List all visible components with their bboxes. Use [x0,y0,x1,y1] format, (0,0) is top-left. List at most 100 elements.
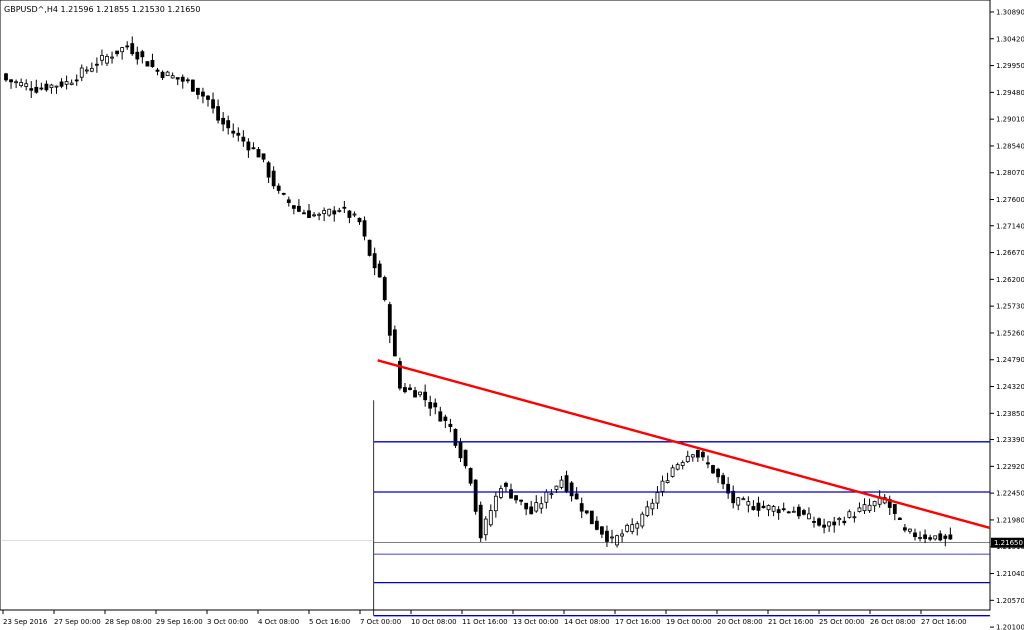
candle-body [938,533,943,541]
candle-body [453,428,458,446]
y-tick-label: 1.20570 [996,597,1024,605]
candle-body [69,82,74,85]
candle-body [286,199,291,203]
candle-body [827,521,832,527]
candle-body [741,498,746,501]
candle-body [403,387,407,393]
candle-body [660,480,665,492]
y-tick-label: 1.21040 [996,570,1024,578]
candle-body [418,391,423,396]
candle-body [347,210,352,218]
candle-body [539,503,544,509]
candle-body [458,441,463,459]
candle-body [120,47,125,53]
candle-body [246,141,251,151]
candle-body [796,506,801,517]
candle-body [837,517,842,521]
candle-body [711,465,715,474]
candle-body [529,506,534,515]
candle-body [59,81,64,87]
time-axis: 23 Sep 2016 27 Sep 00:00 28 Sep 08:00 29 Se… [2,610,967,626]
candle-body [862,504,867,512]
y-tick-label: 1.22450 [996,490,1024,498]
candle-body [9,79,13,83]
candle-body [802,510,806,515]
candle-body [428,402,433,409]
candle-body [44,83,49,91]
candle-body [317,213,322,216]
candle-body [226,120,231,129]
candle-body [473,479,478,512]
candle-body [791,510,796,513]
y-tick-label: 1.27600 [996,196,1024,204]
candle-body [266,162,271,178]
candle-body [24,83,29,87]
y-tick-label: 1.25260 [996,329,1024,337]
y-tick-label: 1.29480 [996,89,1024,97]
candle-body [600,526,604,535]
candle-body [923,534,927,539]
candle-body [95,63,99,66]
candle-body [943,535,948,539]
candle-body [372,253,377,269]
candle-body [302,212,306,215]
candle-body [448,423,453,427]
candle-body [483,518,488,536]
candle-body [594,520,599,530]
candle-body [488,510,493,526]
candle-body [867,504,872,511]
x-tick-label: 3 Oct 00:00 [207,618,248,626]
candle-body [892,504,897,514]
candle-body [685,455,690,463]
candle-body [180,76,185,82]
candle-body [680,462,685,466]
resistance-trendline [377,359,991,530]
candle-body [514,495,518,501]
candle-body [903,527,907,531]
x-tick-label: 28 Sep 08:00 [105,618,152,626]
levels-layer [2,359,991,617]
y-tick-label: 1.29010 [996,116,1024,124]
candle-body [761,505,766,509]
x-tick-label: 5 Oct 16:00 [309,618,350,626]
current-price-label: 1.21650 [994,539,1023,547]
candle-body [736,497,741,506]
candle-body [256,149,261,158]
chart-title: GBPUSD^,H4 1.21596 1.21855 1.21530 1.216… [4,5,200,14]
candle-body [382,277,387,300]
candle-body [236,132,241,136]
candle-body [650,502,655,510]
candle-body [933,535,938,540]
candle-body [155,69,160,72]
candle-body [29,88,34,91]
candle-body [928,537,933,540]
candle-body [579,503,584,512]
candle-body [140,51,145,58]
candle-body [549,493,554,496]
candle-body [64,81,69,85]
candle-body [34,86,39,93]
candle-body [423,391,428,401]
candle-body [332,210,337,215]
candle-body [54,85,59,88]
y-tick-label: 1.27140 [996,222,1024,230]
candle-body [352,213,357,216]
candle-body [100,55,104,61]
x-tick-label: 11 Oct 16:00 [462,618,508,626]
candle-body [872,501,877,507]
candle-body [115,50,119,55]
x-tick-label: 23 Sep 2016 [3,618,48,626]
candle-body [327,208,332,216]
candle-body [367,239,372,256]
candle-body [504,482,508,487]
plot-frame [0,0,991,611]
x-tick-label: 13 Oct 00:00 [513,618,559,626]
candle-body [615,535,619,546]
candle-body [357,217,362,223]
y-tick-label: 1.30890 [996,8,1024,16]
candle-body [544,491,549,503]
y-tick-label: 1.24320 [996,383,1024,391]
candle-body [377,263,382,278]
x-tick-label: 25 Oct 00:00 [819,618,865,626]
